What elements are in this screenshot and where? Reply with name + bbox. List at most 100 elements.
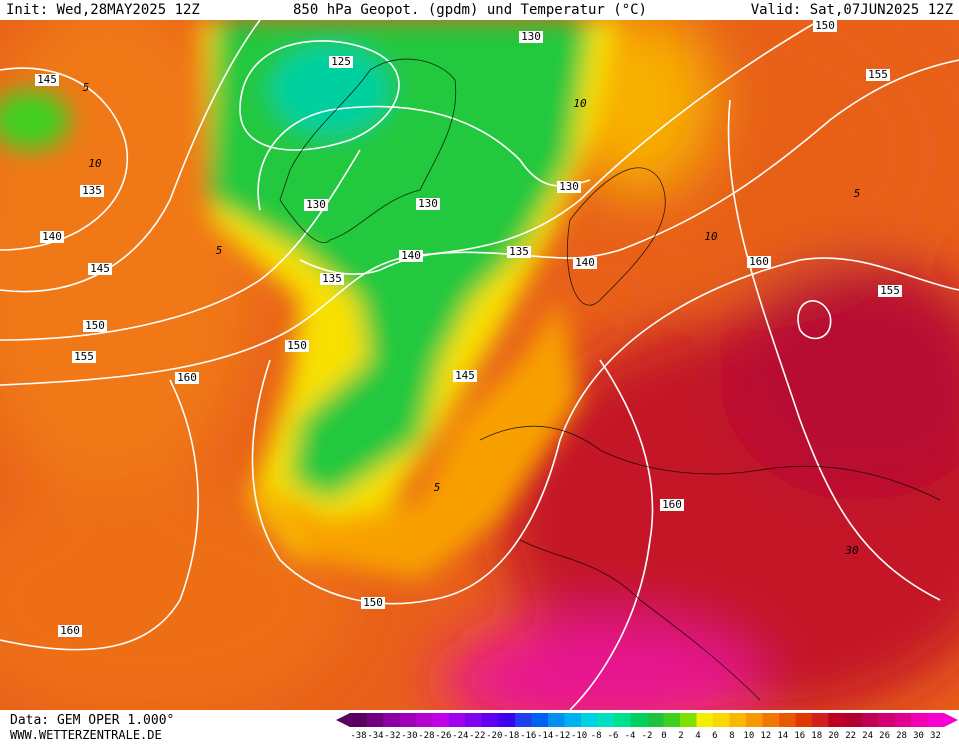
colorbar-swatch <box>845 713 862 727</box>
colorbar: -38 -34 -32 -30 -28 -26 -24 -22 -20 -18 -16 -14 -12-… <box>336 713 958 741</box>
temperature-label: 5 <box>434 481 441 494</box>
contour-label-box <box>813 20 837 32</box>
contour-label-box <box>35 74 59 86</box>
colorbar-label: -38 <box>350 731 366 741</box>
contour-label-box <box>416 198 440 210</box>
contour-label-box <box>557 181 581 193</box>
colorbar-label: 0 <box>661 731 666 741</box>
colorbar-swatch <box>581 713 598 727</box>
colorbar-label: 8 <box>729 731 734 741</box>
geopotential-label: 150 <box>363 596 383 609</box>
geopotential-label: 155 <box>868 68 888 81</box>
contour-label-box <box>58 625 82 637</box>
geopotential-label: 155 <box>74 350 94 363</box>
geopotential-label: 140 <box>42 230 62 243</box>
colorbar-swatch <box>878 713 895 727</box>
colorbar-swatch <box>449 713 466 727</box>
geopotential-label: 155 <box>880 284 900 297</box>
temperature-label: 5 <box>83 81 90 94</box>
colorbar-label: 18 <box>811 731 822 741</box>
temperature-label: 5 <box>216 244 223 257</box>
geopotential-label: 160 <box>60 624 80 637</box>
colorbar-label: -30 <box>401 731 417 741</box>
colorbar-label: 22 <box>845 731 856 741</box>
colorbar-swatch <box>515 713 532 727</box>
geopotential-label: 130 <box>559 180 579 193</box>
colorbar-swatch <box>680 713 697 727</box>
geopotential-label: 135 <box>322 272 342 285</box>
colorbar-label: -16 <box>520 731 536 741</box>
colorbar-label: -34 <box>367 731 383 741</box>
contour-label-box <box>878 285 902 297</box>
contour-label-box <box>747 256 771 268</box>
colorbar-label: -2 <box>642 731 653 741</box>
contour-label-box <box>320 273 344 285</box>
colorbar-swatch <box>746 713 763 727</box>
colorbar-swatch <box>597 713 615 727</box>
contour-label-box <box>285 340 309 352</box>
colorbar-swatch <box>432 713 450 727</box>
colorbar-swatch <box>647 713 664 727</box>
contour-label-box <box>329 56 353 68</box>
geopotential-label: 130 <box>521 30 541 43</box>
colorbar-swatch <box>383 713 400 727</box>
valid-time: Valid: Sat,07JUN2025 12Z <box>751 2 953 18</box>
colorbar-swatch <box>482 713 499 727</box>
geopotential-label: 160 <box>662 498 682 511</box>
contour-label-box <box>453 370 477 382</box>
colorbar-label: 28 <box>896 731 907 741</box>
website: WWW.WETTERZENTRALE.DE <box>10 728 162 741</box>
contour-label-box <box>83 320 107 332</box>
colorbar-label: -14 <box>537 731 553 741</box>
colorbar-label: -4 <box>625 731 636 741</box>
temperature-label: 10 <box>573 97 587 110</box>
colorbar-label: -22 <box>469 731 485 741</box>
geopotential-label: 150 <box>85 319 105 332</box>
colorbar-label: -8 <box>591 731 602 741</box>
colorbar-swatch <box>861 713 879 727</box>
colorbar-swatch <box>548 713 565 727</box>
colorbar-label: -10 <box>571 731 587 741</box>
contour-label-box <box>866 69 890 81</box>
colorbar-label: 2 <box>678 731 683 741</box>
geopotential-label: 160 <box>749 255 769 268</box>
colorbar-label: 16 <box>794 731 805 741</box>
colorbar-swatch <box>812 713 829 727</box>
geopotential-label: 140 <box>575 256 595 269</box>
colorbar-label: -32 <box>384 731 400 741</box>
colorbar-label: -28 <box>418 731 434 741</box>
temperature-label: 5 <box>854 187 861 200</box>
map-title: 850 hPa Geopot. (gpdm) und Temperatur (°… <box>293 2 647 18</box>
colorbar-swatch <box>927 713 945 727</box>
geopotential-label: 145 <box>455 369 475 382</box>
colorbar-label: 32 <box>930 731 941 741</box>
colorbar-swatch <box>416 713 433 727</box>
contour-label-box <box>80 185 104 197</box>
geopotential-label: 130 <box>418 197 438 210</box>
colorbar-label: -6 <box>608 731 619 741</box>
colorbar-swatch <box>350 713 367 727</box>
geopotential-label: 135 <box>82 184 102 197</box>
colorbar-label: 4 <box>695 731 700 741</box>
colorbar-label: 30 <box>913 731 924 741</box>
colorbar-swatch <box>894 713 912 727</box>
data-source: Data: GEM OPER 1.000° <box>10 713 174 728</box>
colorbar-label: 12 <box>760 731 771 741</box>
colorbar-swatch <box>399 713 417 727</box>
colorbar-swatch <box>564 713 582 727</box>
colorbar-label: 14 <box>777 731 788 741</box>
colorbar-swatch <box>630 713 648 727</box>
contour-label-box <box>40 231 64 243</box>
colorbar-label: -20 <box>486 731 502 741</box>
colorbar-swatch <box>498 713 516 727</box>
colorbar-swatch <box>762 713 780 727</box>
contour-label-box <box>175 372 199 384</box>
colorbar-label: 10 <box>743 731 754 741</box>
geopotential-label: 125 <box>331 55 351 68</box>
geopotential-label: 140 <box>401 249 421 262</box>
colorbar-label: -18 <box>503 731 519 741</box>
colorbar-arrow-left <box>336 713 350 727</box>
colorbar-label: 24 <box>862 731 873 741</box>
colorbar-swatch <box>366 713 384 727</box>
